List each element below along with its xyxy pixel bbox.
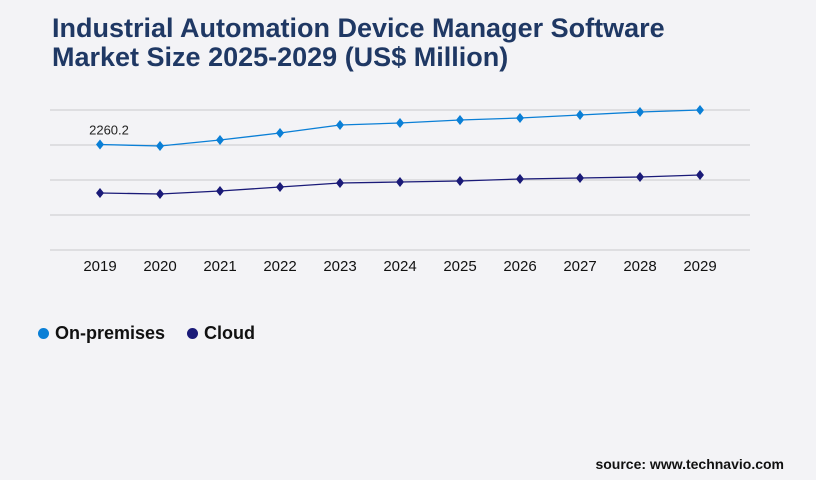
- x-tick-label: 2021: [203, 258, 236, 275]
- data-point: [156, 189, 164, 199]
- legend-label: On-premises: [55, 323, 166, 343]
- data-point: [96, 188, 104, 199]
- data-label: 2260.2: [89, 123, 129, 138]
- legend: On-premises Cloud: [38, 323, 255, 344]
- x-tick-label: 2028: [623, 258, 656, 275]
- data-point: [456, 114, 464, 125]
- data-point: [636, 172, 644, 183]
- legend-marker-icon: [187, 328, 199, 339]
- data-point: [576, 109, 584, 120]
- x-tick-label: 2023: [323, 258, 356, 275]
- x-tick-label: 2027: [563, 258, 596, 275]
- data-point: [576, 172, 584, 183]
- data-point: [276, 128, 284, 139]
- data-point: [456, 175, 464, 186]
- x-tick-label: 2029: [683, 258, 716, 275]
- data-point: [96, 139, 104, 150]
- source-text: source: www.technavio.com: [595, 456, 784, 472]
- data-point: [396, 118, 404, 129]
- legend-item: Cloud: [187, 323, 255, 344]
- legend-item: On-premises: [38, 323, 165, 344]
- data-point: [156, 140, 164, 151]
- data-point: [516, 174, 524, 185]
- x-tick-label: 2026: [503, 258, 536, 275]
- data-point: [516, 112, 524, 123]
- x-tick-label: 2022: [263, 258, 296, 275]
- data-point: [696, 170, 704, 181]
- data-point: [216, 135, 224, 146]
- chart-title: Industrial Automation Device Manager Sof…: [52, 13, 665, 72]
- data-point: [276, 182, 284, 192]
- x-tick-label: 2025: [443, 258, 476, 275]
- data-point: [336, 119, 344, 130]
- legend-label: Cloud: [204, 323, 256, 343]
- legend-marker-icon: [38, 328, 49, 339]
- x-tick-label: 2019: [83, 258, 116, 275]
- x-tick-label: 2024: [383, 258, 416, 275]
- data-point: [396, 177, 404, 188]
- data-point: [636, 107, 644, 118]
- data-point: [336, 177, 344, 188]
- x-tick-label: 2020: [143, 258, 176, 275]
- data-point: [696, 105, 704, 115]
- data-point: [216, 186, 224, 197]
